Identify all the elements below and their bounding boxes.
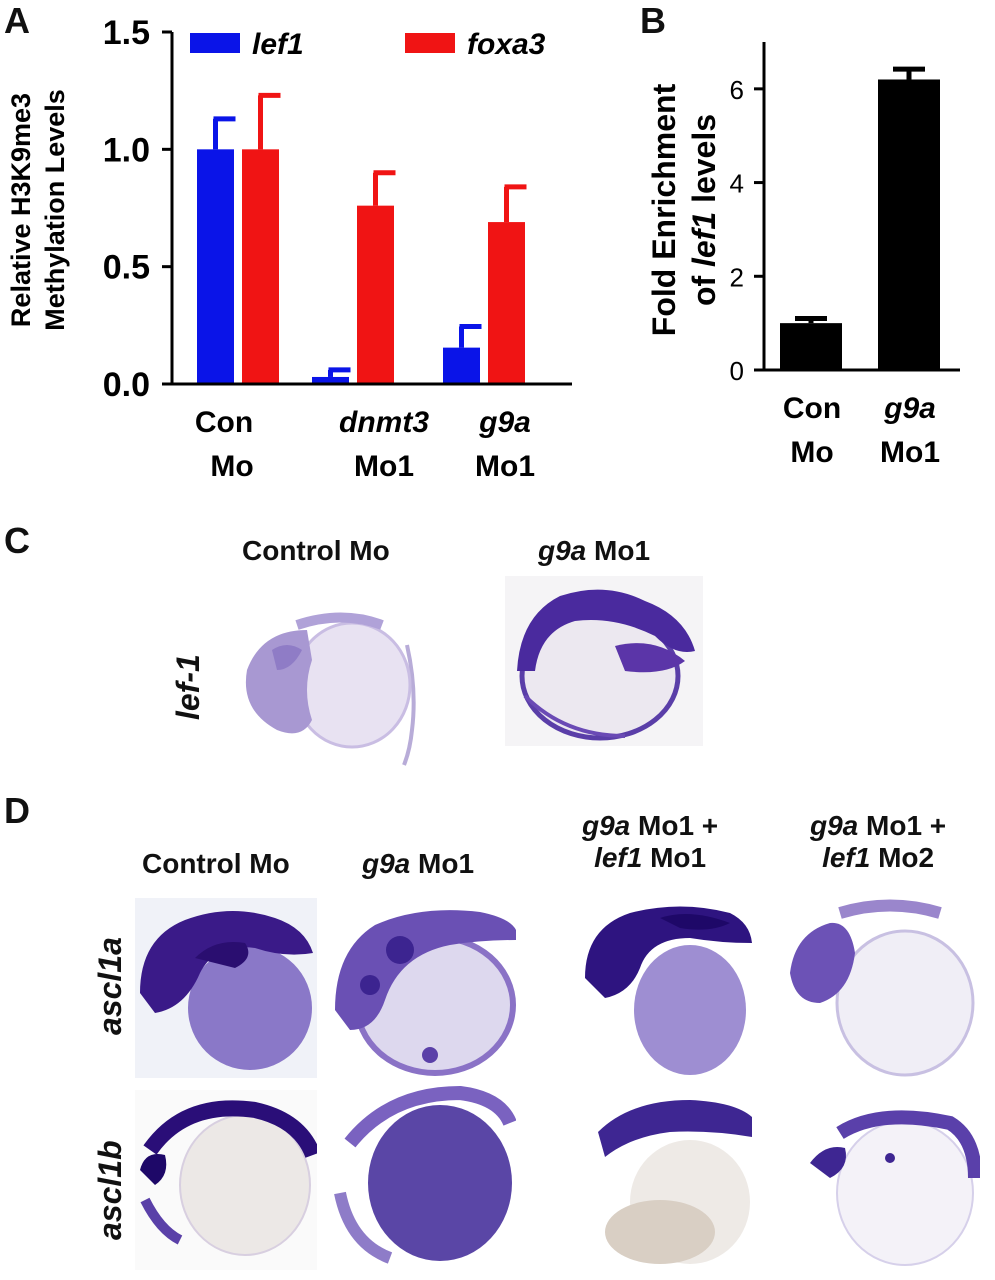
chart-a-bar-lef1 bbox=[197, 149, 234, 384]
chart-b-x-tick-label: g9a bbox=[883, 392, 936, 425]
chart-a-x-tick-label-line2: Mo1 bbox=[354, 450, 414, 483]
chart-a-legend-label-lef1: lef1 bbox=[252, 28, 304, 61]
chart-a-bar-foxa3 bbox=[357, 205, 394, 384]
chart-b-ylabel-part: levels bbox=[686, 114, 722, 212]
panel-c-col2-header: g9a Mo1 bbox=[538, 535, 650, 567]
chart-a-legend-label-foxa3: foxa3 bbox=[467, 28, 546, 61]
chart-b-y-tick-label: 6 bbox=[730, 75, 744, 105]
panel-letter-b: B bbox=[640, 0, 666, 41]
panel-letter-a: A bbox=[4, 0, 30, 41]
chart-a-x-tick-label: Con bbox=[195, 406, 253, 439]
embryo-c-control bbox=[232, 600, 422, 770]
panel-c-col2-italic: g9a bbox=[538, 535, 587, 566]
chart-b-x-tick-label-line2: Mo1 bbox=[880, 436, 940, 469]
chart-a-x-tick-label-line2: Mo1 bbox=[475, 450, 535, 483]
panel-d-col2-rest: Mo1 bbox=[410, 848, 475, 879]
chart-a-legend-swatch-lef1 bbox=[190, 33, 240, 53]
panel-c-row-label: lef-1 bbox=[170, 654, 206, 720]
panel-d-col4-l2-italic: lef1 bbox=[822, 842, 871, 873]
chart-a-y-tick-label: 0.0 bbox=[103, 366, 150, 404]
chart-a-bar-foxa3 bbox=[242, 149, 279, 384]
chart-a-ylabel-line2: Methylation Levels bbox=[40, 89, 70, 331]
chart-a-bar-foxa3 bbox=[488, 222, 525, 384]
embryo-d-ascl1b-g9a bbox=[330, 1083, 516, 1268]
chart-a-y-tick-label: 0.5 bbox=[103, 249, 150, 287]
chart-a: 0.0 0.5 1.0 1.5 Relative H3K9me3 Methylation … bbox=[6, 14, 572, 483]
embryo-c-g9a bbox=[505, 576, 703, 746]
embryo-d-ascl1b-g9a-lef1mo1 bbox=[590, 1082, 754, 1267]
panel-d-col4-l1-italic: g9a bbox=[810, 810, 859, 841]
chart-b-bar bbox=[780, 323, 842, 370]
panel-d-col3-l2-italic: lef1 bbox=[594, 842, 643, 873]
panel-d-col3-header: g9a Mo1 + lef1 Mo1 bbox=[582, 810, 718, 874]
chart-b-ylabel-line2: of lef1 levels bbox=[686, 114, 722, 306]
chart-b-bar bbox=[878, 79, 940, 370]
chart-b-ylabel-line1: Fold Enrichment bbox=[646, 83, 682, 336]
chart-a-bar-lef1 bbox=[443, 347, 480, 384]
chart-a-y-tick-label: 1.5 bbox=[103, 14, 150, 52]
panel-c-col1-header: Control Mo bbox=[242, 535, 390, 566]
panel-d-row1-label: ascl1a bbox=[92, 937, 128, 1035]
chart-a-ylabel-line1: Relative H3K9me3 bbox=[6, 93, 36, 327]
embryo-d-ascl1a-g9a-lef1mo1 bbox=[580, 898, 754, 1078]
chart-b-y-tick-label: 0 bbox=[730, 356, 744, 386]
panel-c-col2-rest: Mo1 bbox=[586, 535, 651, 566]
chart-a-y-tick-label: 1.0 bbox=[103, 131, 150, 169]
panel-d-col4-header: g9a Mo1 + lef1 Mo2 bbox=[810, 810, 946, 874]
chart-a-bar-lef1 bbox=[312, 376, 349, 384]
chart-b-x-tick-label: Con bbox=[783, 392, 841, 425]
embryo-d-ascl1a-g9a bbox=[330, 900, 516, 1078]
panel-d-col4-l2-rest: Mo2 bbox=[870, 842, 935, 873]
embryo-d-ascl1a-control bbox=[135, 898, 317, 1078]
panel-d-col3-l2-rest: Mo1 bbox=[642, 842, 707, 873]
chart-a-x-tick-label: dnmt3 bbox=[339, 406, 429, 439]
panel-d-row2-label: ascl1b bbox=[92, 1140, 128, 1240]
panel-d-col3-l1-italic: g9a bbox=[582, 810, 631, 841]
panel-d-col4-l1-rest: Mo1 + bbox=[858, 810, 947, 841]
chart-a-legend-swatch-foxa3 bbox=[405, 33, 455, 53]
chart-b-ylabel-part: lef1 bbox=[686, 212, 722, 267]
panel-d-col2-italic: g9a bbox=[362, 848, 411, 879]
chart-b-x-tick-label-line2: Mo bbox=[790, 436, 833, 469]
embryo-d-ascl1b-control bbox=[135, 1090, 317, 1270]
chart-b: 0 2 4 6 Fold Enrichment of lef1 levels Con Mo g9… bbox=[646, 42, 960, 469]
embryo-d-ascl1b-g9a-lef1mo2 bbox=[800, 1088, 980, 1268]
chart-b-ylabel-part: of bbox=[686, 267, 722, 306]
chart-a-x-tick-label-line2: Mo bbox=[210, 450, 253, 483]
panel-d-col2-header: g9a Mo1 bbox=[362, 848, 474, 880]
panel-d-col1-header: Control Mo bbox=[142, 848, 290, 879]
panel-d-col3-l1-rest: Mo1 + bbox=[630, 810, 719, 841]
chart-b-y-tick-label: 2 bbox=[730, 262, 744, 292]
panel-letter-c: C bbox=[4, 520, 30, 561]
panel-letter-d: D bbox=[4, 790, 30, 831]
chart-b-y-tick-label: 4 bbox=[730, 169, 744, 199]
chart-a-x-tick-label: g9a bbox=[478, 406, 531, 439]
embryo-d-ascl1a-g9a-lef1mo2 bbox=[780, 893, 980, 1081]
